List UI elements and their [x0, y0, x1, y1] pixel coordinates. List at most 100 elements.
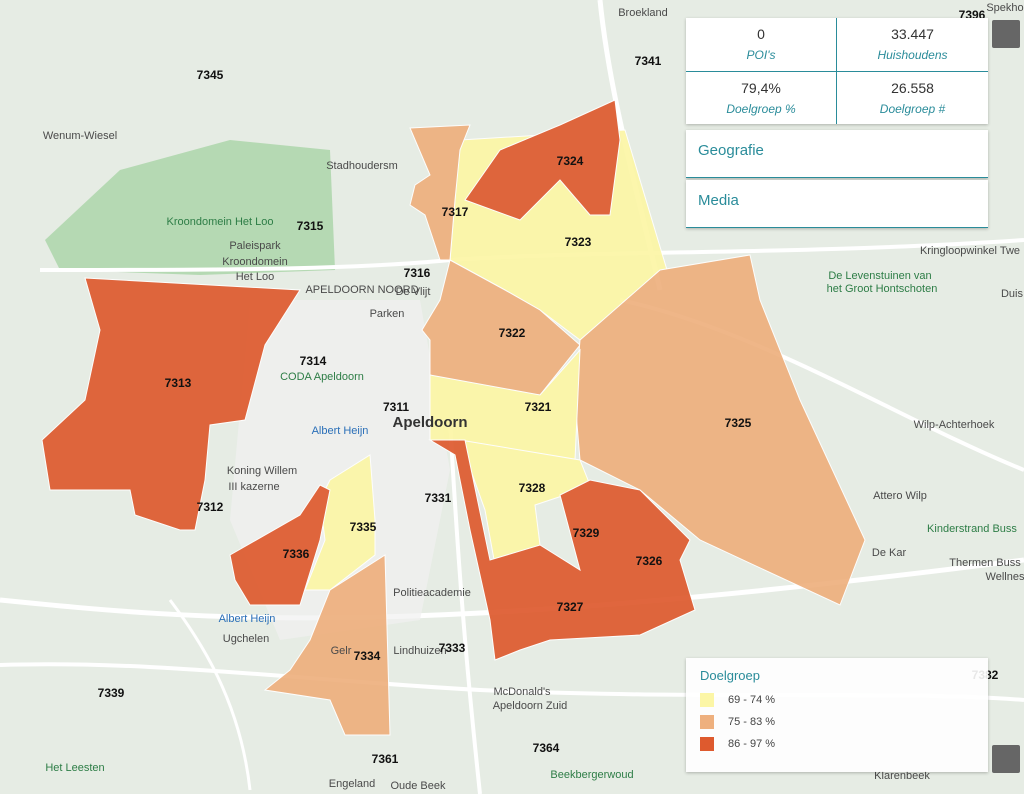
legend-item: 86 - 97 %	[700, 733, 974, 755]
legend-button[interactable]	[992, 745, 1020, 773]
postcode-label: 7329	[573, 526, 600, 540]
postcode-label: 7341	[635, 54, 662, 68]
place-label: Kroondomein	[222, 256, 287, 268]
postcode-label: 7336	[283, 547, 310, 561]
region-low	[459, 439, 591, 566]
menu-item[interactable]: Geografie	[686, 130, 988, 178]
postcode-label: 7323	[565, 235, 592, 249]
region-mid	[574, 254, 866, 606]
postcode-label: 7331	[425, 491, 452, 505]
place-label: Thermen Buss	[949, 557, 1021, 569]
legend-label: 75 - 83 %	[728, 716, 776, 728]
postcode-label: 7321	[525, 400, 552, 414]
place-label: Ugchelen	[223, 633, 269, 645]
postcode-label: 7364	[533, 741, 560, 755]
postcode-label: 7315	[297, 219, 324, 233]
regions	[41, 99, 866, 736]
place-label: McDonald's	[493, 686, 551, 698]
region-high	[229, 484, 331, 606]
postcode-label: 7326	[636, 554, 663, 568]
postcode-label: 7361	[372, 752, 399, 766]
stat-label: Doelgroep #	[879, 101, 946, 116]
region-mid	[263, 554, 391, 736]
stat-value: 33.447	[891, 26, 934, 42]
region-mid	[409, 124, 471, 261]
postcode-label: 7325	[725, 416, 752, 430]
place-label: Spekho	[986, 2, 1023, 14]
place-label: Apeldoorn	[393, 414, 468, 431]
place-labels: Wenum-Wiesel Stadhoudersm Kroondomein Het …	[43, 2, 1024, 792]
postcode-label: 7317	[442, 205, 469, 219]
place-label: Paleispark	[229, 240, 281, 252]
place-label: Kinderstrand Buss	[927, 523, 1017, 535]
place-label: Koning Willem	[227, 465, 297, 477]
place-label: Kroondomein Het Loo	[166, 216, 273, 228]
region-high	[41, 277, 301, 531]
legend-item: 69 - 74 %	[700, 689, 974, 711]
postcode-label: 7324	[557, 154, 584, 168]
place-label: Albert Heijn	[219, 613, 276, 625]
stat-cell: 33.447 Huishoudens	[837, 18, 988, 72]
place-label: Lindhuizen	[393, 645, 446, 657]
stat-value: 0	[757, 26, 765, 42]
place-label: Klarenbeek	[874, 770, 930, 782]
postcode-label: 7314	[300, 354, 327, 368]
place-label: De Levenstuinen van	[828, 270, 931, 282]
stats-panel: 0 POI's 33.447 Huishoudens 79,4% Doelgroep …	[686, 18, 988, 124]
stat-label: POI's	[746, 48, 776, 62]
place-label: Duis	[1001, 288, 1024, 300]
legend-item: 75 - 83 %	[700, 711, 974, 733]
place-label: Wenum-Wiesel	[43, 130, 117, 142]
place-label: het Groot Hontschoten	[827, 283, 938, 295]
stat-value: 26.558	[891, 79, 934, 96]
place-label: Het Loo	[236, 271, 275, 283]
stat-value: 79,4%	[741, 79, 781, 96]
postcode-label: 7334	[354, 649, 381, 663]
postcode-label: 7335	[350, 520, 377, 534]
place-label: Attero Wilp	[873, 490, 927, 502]
place-label: Politieacademie	[393, 587, 471, 599]
postcode-labels: 7345734173967317732473237315731673227314…	[98, 8, 999, 766]
postcode-label: 7313	[165, 376, 192, 390]
place-label: De Vlijt	[396, 286, 431, 298]
place-label: Het Leesten	[45, 762, 104, 774]
place-label: Albert Heijn	[312, 425, 369, 437]
postcode-label: 7327	[557, 600, 584, 614]
region-high	[464, 99, 621, 221]
place-label: Apeldoorn Zuid	[493, 700, 568, 712]
legend-swatch	[700, 693, 714, 707]
legend: Doelgroep 69 - 74 % 75 - 83 % 86 - 97 %	[686, 658, 988, 772]
place-label: Gelr	[331, 645, 352, 657]
legend-label: 86 - 97 %	[728, 738, 776, 750]
stat-label: Doelgroep %	[726, 101, 796, 116]
place-label: Kringloopwinkel Twe	[920, 245, 1020, 257]
place-label: De Kar	[872, 547, 907, 559]
postcode-label: 7311	[383, 400, 409, 414]
place-label: Stadhoudersm	[326, 160, 398, 172]
postcode-label: 7312	[197, 500, 224, 514]
legend-swatch	[700, 715, 714, 729]
menu-item[interactable]: Media	[686, 180, 988, 228]
place-label: CODA Apeldoorn	[280, 371, 364, 383]
place-label: Oude Beek	[390, 780, 446, 792]
place-label: Wellnes	[986, 571, 1024, 583]
postcode-label: 7316	[404, 266, 431, 280]
stat-cell: 26.558 Doelgroep #	[837, 72, 988, 125]
chart-button[interactable]	[992, 20, 1020, 48]
legend-title: Doelgroep	[700, 668, 760, 683]
place-label: III kazerne	[228, 481, 279, 493]
postcode-label: 7333	[439, 641, 466, 655]
legend-swatch	[700, 737, 714, 751]
stat-label: Huishoudens	[877, 48, 948, 62]
stat-cell: 0 POI's	[686, 18, 837, 72]
postcode-label: 7345	[197, 68, 224, 82]
place-label: APELDOORN NOORD	[305, 284, 418, 296]
place-label: Engeland	[329, 778, 376, 790]
place-label: Beekbergerwoud	[550, 769, 633, 781]
postcode-label: 7328	[519, 481, 546, 495]
region-high	[428, 439, 696, 661]
stat-cell: 79,4% Doelgroep %	[686, 71, 837, 124]
place-label: Wilp-Achterhoek	[914, 419, 995, 431]
